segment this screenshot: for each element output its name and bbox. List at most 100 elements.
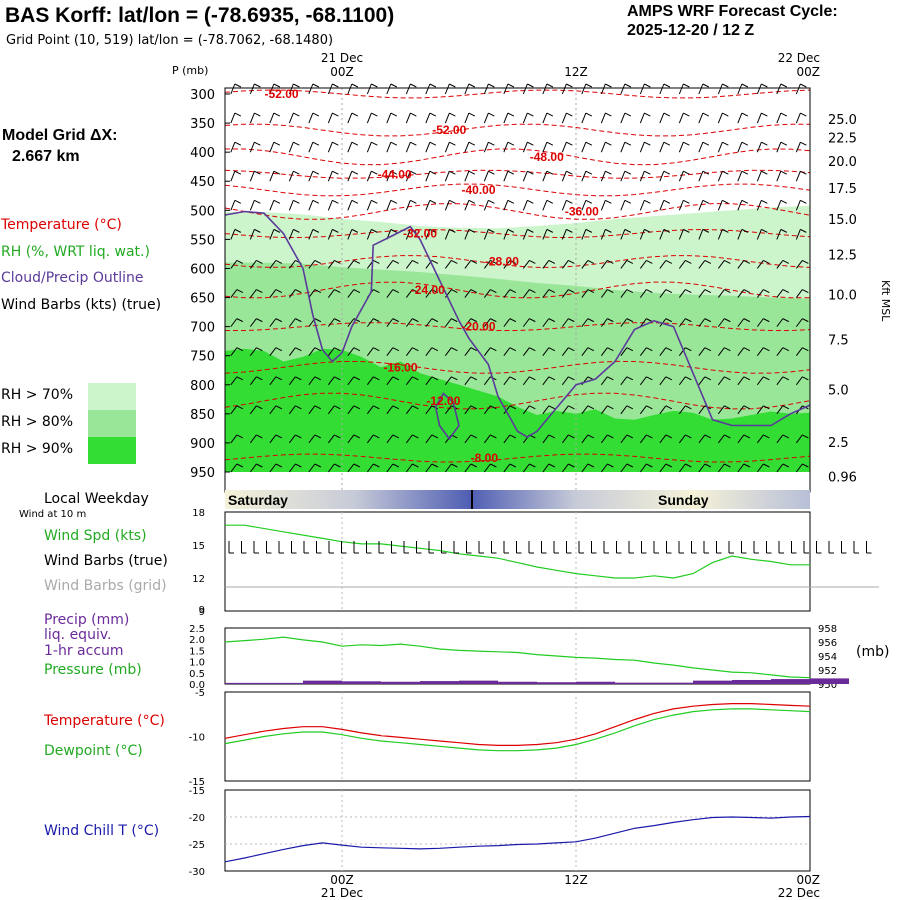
wind-barb-feather bbox=[722, 141, 729, 146]
temperature-contour-label: -40.00 bbox=[461, 183, 495, 197]
wind-barb bbox=[698, 171, 704, 182]
wind-barb bbox=[561, 405, 569, 415]
wind-barb bbox=[620, 289, 628, 298]
wind-barb-feather bbox=[646, 347, 653, 352]
wind-barb bbox=[659, 141, 665, 153]
wind-barb bbox=[327, 141, 333, 153]
wind-barb bbox=[600, 229, 606, 240]
wind-barb-feather bbox=[763, 318, 770, 323]
wind-barb bbox=[464, 171, 470, 182]
wind-barb-feather bbox=[509, 405, 517, 410]
wind-speed-line bbox=[225, 524, 810, 579]
precip-legend-pressure: Pressure (mb) bbox=[44, 662, 142, 678]
wind-barb bbox=[464, 229, 470, 240]
wind-barb bbox=[542, 405, 550, 415]
wind-barb-feather bbox=[234, 170, 242, 175]
wind-barb bbox=[639, 289, 647, 298]
wind-barb bbox=[756, 229, 762, 240]
wind-barb-feather bbox=[626, 463, 634, 468]
wind-barb-feather bbox=[702, 112, 710, 117]
wind-barb bbox=[737, 83, 743, 95]
wind-barb-feather bbox=[761, 112, 768, 117]
wind-barb-feather bbox=[724, 376, 731, 381]
wind-barb bbox=[483, 83, 489, 95]
wind-barb-feather bbox=[392, 463, 400, 468]
wind-barb bbox=[464, 260, 472, 269]
wind-barb bbox=[308, 200, 314, 211]
precip-bar bbox=[498, 681, 537, 684]
wind-barb bbox=[249, 171, 255, 182]
temperature-contour-label: -20.00 bbox=[461, 320, 495, 334]
wind-barb bbox=[795, 260, 803, 269]
wind-barb-feather bbox=[371, 228, 378, 233]
wind-barb-feather bbox=[256, 260, 263, 264]
pressure-tick-label: 300 bbox=[190, 88, 215, 103]
wind-barb-feather bbox=[410, 112, 417, 117]
wind-barb bbox=[288, 83, 294, 95]
wind-barb bbox=[542, 83, 548, 95]
wind-barb bbox=[698, 405, 706, 415]
wind-barb bbox=[366, 229, 372, 240]
temperature-y-tick: -15 bbox=[189, 777, 205, 788]
wind-barb bbox=[795, 112, 801, 124]
wind-barb bbox=[581, 260, 589, 269]
wind-barb-feather bbox=[741, 112, 749, 117]
wind-barb-feather bbox=[488, 199, 495, 204]
wind-barb bbox=[425, 289, 433, 298]
legend-wind-barbs: Wind Barbs (kts) (true) bbox=[1, 297, 162, 313]
wind-barb bbox=[756, 83, 762, 95]
wind-barb-feather bbox=[334, 376, 341, 381]
wind-barb bbox=[444, 171, 450, 182]
temperature-contour bbox=[225, 322, 811, 331]
wind-barb-feather bbox=[802, 318, 809, 323]
wind-barb-feather bbox=[353, 347, 361, 352]
weekday-sunday: Sunday bbox=[658, 492, 709, 508]
precip-legend-accum: 1-hr accum bbox=[44, 643, 124, 659]
legend-rh80-label: RH > 80% bbox=[1, 414, 74, 430]
wind-barb-feather bbox=[371, 170, 378, 175]
wind-barb bbox=[444, 260, 452, 269]
wind-barb bbox=[269, 260, 277, 269]
wind-barb bbox=[717, 83, 723, 95]
wind-barb-feather bbox=[314, 463, 322, 468]
wind-chill-panel: -30 -25 -20 -15 bbox=[189, 786, 811, 878]
temperature-contour bbox=[224, 255, 811, 268]
wind-barb bbox=[522, 289, 530, 298]
wind-barb-feather bbox=[546, 199, 554, 204]
wind-barb bbox=[308, 260, 316, 269]
height-tick-label: 25.0 bbox=[828, 113, 857, 128]
wind-barb bbox=[659, 260, 667, 269]
temperature-contour-label: -52.00 bbox=[265, 87, 299, 101]
wind-barb bbox=[288, 171, 294, 182]
wind-barb bbox=[425, 405, 433, 415]
wind-barb-feather bbox=[646, 434, 653, 439]
wind-barb-feather bbox=[724, 405, 731, 410]
wind-barb bbox=[717, 463, 725, 473]
bottom-hour-label: 00Z bbox=[797, 873, 821, 887]
wind-barb-feather bbox=[314, 260, 322, 264]
top-date-label: 22 Dec bbox=[778, 51, 820, 65]
wind-barb bbox=[444, 112, 450, 124]
wind-barb-feather bbox=[312, 199, 320, 204]
wind-barb bbox=[717, 318, 725, 327]
wind-barb bbox=[249, 463, 257, 473]
wind-barb-feather bbox=[566, 199, 573, 204]
wind-barb-feather bbox=[568, 260, 575, 264]
wind-barb-feather bbox=[665, 347, 673, 352]
wind-barb bbox=[503, 376, 511, 386]
wind-barb-feather bbox=[275, 347, 283, 352]
wind-barb bbox=[581, 405, 589, 415]
wind-barb bbox=[405, 112, 411, 124]
wind-barb bbox=[425, 463, 433, 473]
wind-barb-feather bbox=[527, 141, 534, 146]
wind-barb-feather bbox=[429, 199, 437, 204]
wind-barb bbox=[405, 289, 413, 298]
wind-barb-feather bbox=[353, 405, 361, 410]
wind-barb-feather bbox=[273, 112, 281, 117]
wind-barb-feather bbox=[334, 347, 341, 352]
wind-barb bbox=[639, 463, 647, 473]
wind-barb bbox=[698, 229, 704, 240]
wind-barb-feather bbox=[256, 434, 263, 439]
wind-barb-feather bbox=[743, 260, 751, 264]
